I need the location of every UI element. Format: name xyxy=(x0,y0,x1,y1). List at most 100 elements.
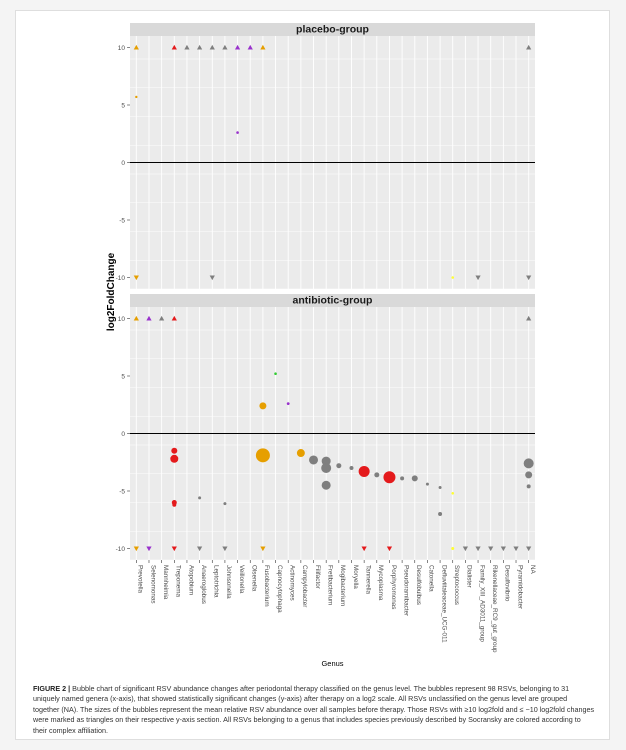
y-tick-label: 0 xyxy=(121,160,125,167)
x-tick-label: Prevotella xyxy=(137,565,144,593)
triangle-up-point xyxy=(222,44,228,50)
bubble-point xyxy=(198,496,202,500)
x-tick-label: Tannerella xyxy=(364,565,371,595)
bubble-point xyxy=(374,472,380,478)
bubble-point xyxy=(383,471,396,484)
y-axis-label: log2FoldChange xyxy=(106,252,117,331)
bubble-point xyxy=(309,455,319,465)
y-tick-label: 5 xyxy=(121,102,125,109)
triangle-down-point xyxy=(386,546,393,552)
bubble-point xyxy=(525,471,533,479)
y-tick-label: -5 xyxy=(119,488,125,495)
panel-1: antibiotic-group -10 -5 0 5 10 xyxy=(116,294,535,561)
triangle-down-point xyxy=(222,546,228,552)
bubble-point xyxy=(286,402,290,405)
bubble-point xyxy=(170,454,179,463)
triangle-up-point xyxy=(526,44,532,50)
x-tick-label: Campylobacter xyxy=(301,565,308,607)
x-tick-label: Desulfobulbus xyxy=(415,565,422,605)
bubble-point xyxy=(523,458,534,469)
triangle-down-point xyxy=(197,546,203,552)
bubble-point xyxy=(438,486,442,490)
triangle-down-point xyxy=(146,546,152,552)
bubble-point xyxy=(223,502,227,506)
x-tick-label: Fretibacterium xyxy=(326,565,333,605)
triangle-down-point xyxy=(526,546,532,552)
bubble-point xyxy=(259,402,267,410)
x-tick-label: Actinomyces xyxy=(289,565,296,601)
bubble-point xyxy=(321,480,331,490)
bubble-point xyxy=(451,547,455,550)
x-tick-label: Porphyromonas xyxy=(390,565,397,609)
x-tick-label: Mycoplasma xyxy=(377,565,384,601)
x-tick-label: Rikenellaceae_RC9_gut_group xyxy=(491,565,498,653)
triangle-up-point xyxy=(171,44,177,50)
triangle-up-point xyxy=(526,315,532,321)
panel-title: placebo-group xyxy=(296,24,369,36)
x-tick-label: Dialister xyxy=(466,565,473,588)
triangle-up-point xyxy=(159,315,165,321)
bubble-point xyxy=(411,475,418,482)
triangle-up-point xyxy=(234,44,241,50)
x-tick-label: Mogibacterium xyxy=(339,565,346,606)
triangle-up-point xyxy=(171,315,177,321)
x-tick-label: Leptotrichia xyxy=(213,565,220,598)
y-tick-label: 5 xyxy=(121,373,125,380)
x-tick-label: Filifactor xyxy=(314,565,321,589)
triangle-down-point xyxy=(361,546,367,552)
y-tick-label: 10 xyxy=(118,45,126,52)
panel-title: antibiotic-group xyxy=(293,295,373,307)
x-tick-label: Selenomonas xyxy=(149,565,156,604)
triangle-down-point xyxy=(133,546,139,552)
bubble-point xyxy=(321,456,331,466)
triangle-down-point xyxy=(462,546,468,552)
triangle-down-point xyxy=(475,546,481,552)
bubble-point xyxy=(451,492,455,495)
x-tick-label: Treponema xyxy=(175,565,182,597)
x-tick-label: Fusobacterium xyxy=(263,565,270,607)
triangle-down-point xyxy=(488,546,494,552)
caption-label: FIGURE 2 | xyxy=(33,684,71,693)
x-tick-label: Defluviitaleaceae_UCG-011 xyxy=(440,565,447,643)
triangle-down-point xyxy=(500,546,506,552)
bubble-point xyxy=(358,465,370,477)
bubble-point xyxy=(336,463,342,469)
bubble-point xyxy=(135,95,138,99)
x-tick-label: Pyramidobacter xyxy=(516,565,523,609)
triangle-down-point xyxy=(513,546,519,552)
triangle-up-point xyxy=(184,44,190,50)
x-tick-label: Pseudoramibacter xyxy=(402,565,409,616)
triangle-up-point xyxy=(146,315,152,321)
bubble-point xyxy=(438,512,443,516)
y-tick-label: 10 xyxy=(118,316,126,323)
bubble-point xyxy=(321,463,332,473)
x-axis-label: Genus xyxy=(321,659,343,668)
y-tick-label: -10 xyxy=(116,275,126,282)
caption-text: Bubble chart of significant RSV abundanc… xyxy=(33,684,595,735)
x-tick-label: Capnocytophaga xyxy=(276,565,283,613)
x-tick-label: Moryella xyxy=(352,565,359,589)
bubble-point xyxy=(274,372,277,376)
x-tick-label: Olsenella xyxy=(251,565,258,592)
triangle-up-point xyxy=(260,44,266,50)
bubble-point xyxy=(349,466,354,470)
x-tick-label: Johnsonella xyxy=(225,565,232,599)
triangle-up-point xyxy=(247,44,253,50)
bubble-point xyxy=(172,502,177,507)
triangle-down-point xyxy=(260,546,266,552)
bubble-point xyxy=(171,447,178,454)
y-tick-label: 0 xyxy=(121,431,125,438)
x-tick-label: Desulfovibrio xyxy=(504,565,511,602)
y-tick-label: -10 xyxy=(116,546,126,553)
figure-caption: FIGURE 2 | Bubble chart of significant R… xyxy=(33,684,595,736)
x-tick-label: NA xyxy=(529,565,536,575)
x-tick-label: Catonella xyxy=(428,565,435,592)
bubble-point xyxy=(236,131,239,134)
bubble-point xyxy=(526,484,531,489)
x-tick-label: Atopobium xyxy=(187,565,194,595)
triangle-down-point xyxy=(171,546,177,552)
x-tick-label: Family_XIII_AD3011_group xyxy=(478,565,485,642)
x-tick-label: Mannheimia xyxy=(162,565,169,600)
bubble-point xyxy=(255,448,270,463)
